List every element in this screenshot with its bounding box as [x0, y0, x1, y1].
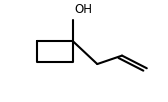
Text: OH: OH: [74, 3, 92, 16]
